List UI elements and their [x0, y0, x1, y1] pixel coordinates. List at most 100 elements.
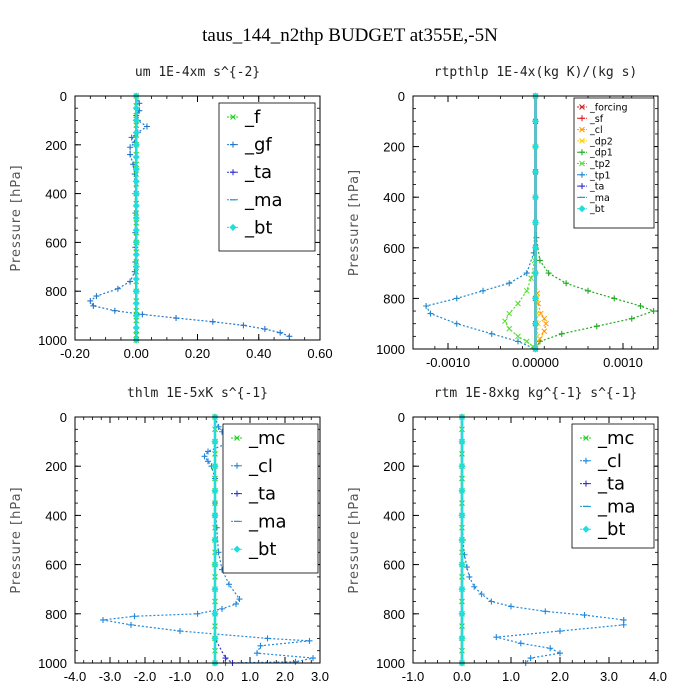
data-point — [209, 318, 216, 325]
legend-marker — [233, 545, 241, 553]
panel-title: rtpthlp 1E-4x(kg K)/(kg s) — [434, 65, 638, 80]
data-point — [527, 655, 534, 662]
legend-marker — [579, 160, 585, 167]
y-tick-label: 1000 — [38, 333, 67, 348]
data-point — [463, 564, 470, 571]
data-point — [558, 330, 565, 337]
data-point — [453, 320, 460, 327]
x-tick-label: 2.0 — [551, 669, 569, 684]
y-tick-label: 0 — [60, 89, 67, 104]
legend-marker — [583, 480, 589, 487]
data-point — [132, 141, 140, 149]
x-tick-label: 0.60 — [307, 346, 332, 361]
data-point — [306, 637, 313, 644]
data-point — [211, 511, 219, 519]
data-point — [114, 285, 121, 292]
legend-entry: _dp2 — [589, 136, 613, 147]
data-point — [215, 423, 222, 430]
series-line — [102, 416, 314, 664]
legend-entry: _forcing — [589, 103, 628, 114]
data-point — [173, 315, 180, 322]
data-point — [466, 573, 473, 580]
y-tick-label: 200 — [383, 140, 405, 155]
x-tick-label: 1.0 — [502, 669, 520, 684]
data-point — [620, 621, 627, 628]
data-point — [222, 655, 229, 662]
legend: _mc_cl_ta_ma_bt — [571, 423, 655, 549]
plot-frame — [74, 95, 321, 341]
y-axis-label: Pressure [hPa] — [9, 486, 24, 593]
data-point — [488, 598, 495, 605]
y-tick-label: 1000 — [38, 656, 67, 671]
data-point — [458, 561, 466, 569]
data-point — [310, 655, 316, 662]
data-point — [611, 295, 618, 302]
data-point — [132, 214, 140, 222]
data-point — [542, 608, 549, 615]
data-point — [427, 310, 434, 317]
data-point — [132, 104, 140, 112]
data-point — [111, 307, 118, 314]
data-point — [127, 144, 134, 151]
data-point — [453, 295, 460, 302]
legend-entry: _bt — [589, 204, 605, 215]
data-point — [264, 635, 271, 642]
data-point — [236, 596, 243, 603]
legend-marker — [579, 183, 585, 190]
data-point — [215, 549, 222, 556]
data-point — [127, 278, 134, 285]
legend-entry: _ma — [248, 511, 287, 532]
data-point — [531, 117, 540, 125]
legend-marker — [234, 490, 240, 497]
series-bt — [211, 413, 219, 667]
legend-marker — [578, 205, 586, 213]
data-point — [132, 202, 140, 210]
data-point — [523, 338, 530, 345]
data-point — [132, 226, 140, 234]
legend-entry: _mc — [597, 428, 634, 449]
panel-title: thlm 1E-5xK s^{-1} — [127, 386, 268, 401]
data-point — [628, 315, 635, 322]
y-axis-label: Pressure [hPa] — [347, 169, 362, 276]
data-point — [458, 462, 466, 470]
data-point — [93, 293, 100, 300]
y-tick-label: 200 — [45, 138, 67, 153]
data-point — [226, 581, 232, 588]
legend-entry: _cl — [248, 456, 273, 477]
data-point — [506, 325, 513, 332]
legend: _forcing_sf_cl_dp2_dp1_tp2_tp1_ta_ma_bt — [573, 97, 655, 229]
data-point — [292, 658, 299, 665]
x-tick-label: 0.20 — [185, 346, 210, 361]
plot-frame — [412, 95, 659, 350]
data-point — [458, 585, 466, 593]
y-tick-label: 600 — [383, 241, 405, 256]
data-point — [458, 536, 466, 544]
y-tick-label: 600 — [45, 235, 67, 250]
chart-panel-1: um 1E-4xm s^{-2} Pressure [hPa] 0 200 400 600… — [9, 65, 333, 361]
y-tick-label: 600 — [383, 558, 405, 573]
data-point — [211, 536, 219, 544]
legend-marker — [234, 462, 240, 469]
data-point — [132, 287, 140, 295]
data-point — [515, 338, 521, 345]
data-point — [257, 642, 264, 649]
y-tick-label: 1000 — [376, 656, 405, 671]
data-point — [127, 151, 134, 158]
data-point — [531, 244, 540, 252]
data-point — [478, 591, 485, 598]
x-tick-label: 3.0 — [600, 669, 618, 684]
series-line — [461, 417, 625, 664]
legend-entry: _tp2 — [589, 159, 611, 170]
data-point — [541, 315, 548, 322]
data-point — [593, 323, 600, 330]
data-point — [211, 462, 219, 470]
chart-panel-3: thlm 1E-5xK s^{-1} Pressure [hPa] 0 200 400 6… — [9, 386, 329, 684]
legend-entry: _ta — [589, 182, 604, 193]
data-point — [531, 269, 540, 277]
data-point — [211, 438, 219, 446]
legend-marker — [230, 169, 236, 176]
legend-entry: _gf — [244, 135, 272, 156]
data-point — [90, 302, 97, 309]
data-point — [581, 612, 588, 619]
data-point — [177, 628, 183, 635]
